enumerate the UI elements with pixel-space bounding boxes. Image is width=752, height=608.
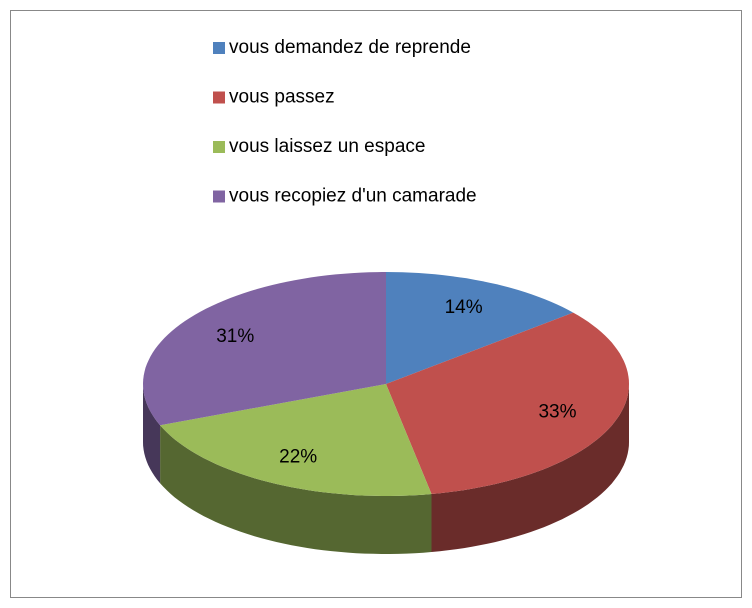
legend-label: vous laissez un espace <box>229 136 425 157</box>
data-label: 33% <box>538 401 576 422</box>
legend-label: vous passez <box>229 87 335 108</box>
legend-label: vous recopiez d'un camarade <box>229 186 477 207</box>
data-label: 14% <box>445 297 483 318</box>
legend-swatch <box>213 42 225 54</box>
data-label: 22% <box>279 447 317 468</box>
slice <box>160 384 432 496</box>
legend-swatch <box>213 141 225 153</box>
legend-label: vous demandez de reprende <box>229 37 471 58</box>
slice <box>386 272 574 384</box>
slice-side <box>160 425 432 554</box>
legend-swatch <box>213 91 225 104</box>
slice-side <box>431 384 629 552</box>
slice <box>143 272 386 426</box>
legend-swatch <box>213 190 225 203</box>
data-label: 31% <box>216 326 254 347</box>
slice <box>386 312 629 494</box>
slice-side <box>143 384 161 484</box>
